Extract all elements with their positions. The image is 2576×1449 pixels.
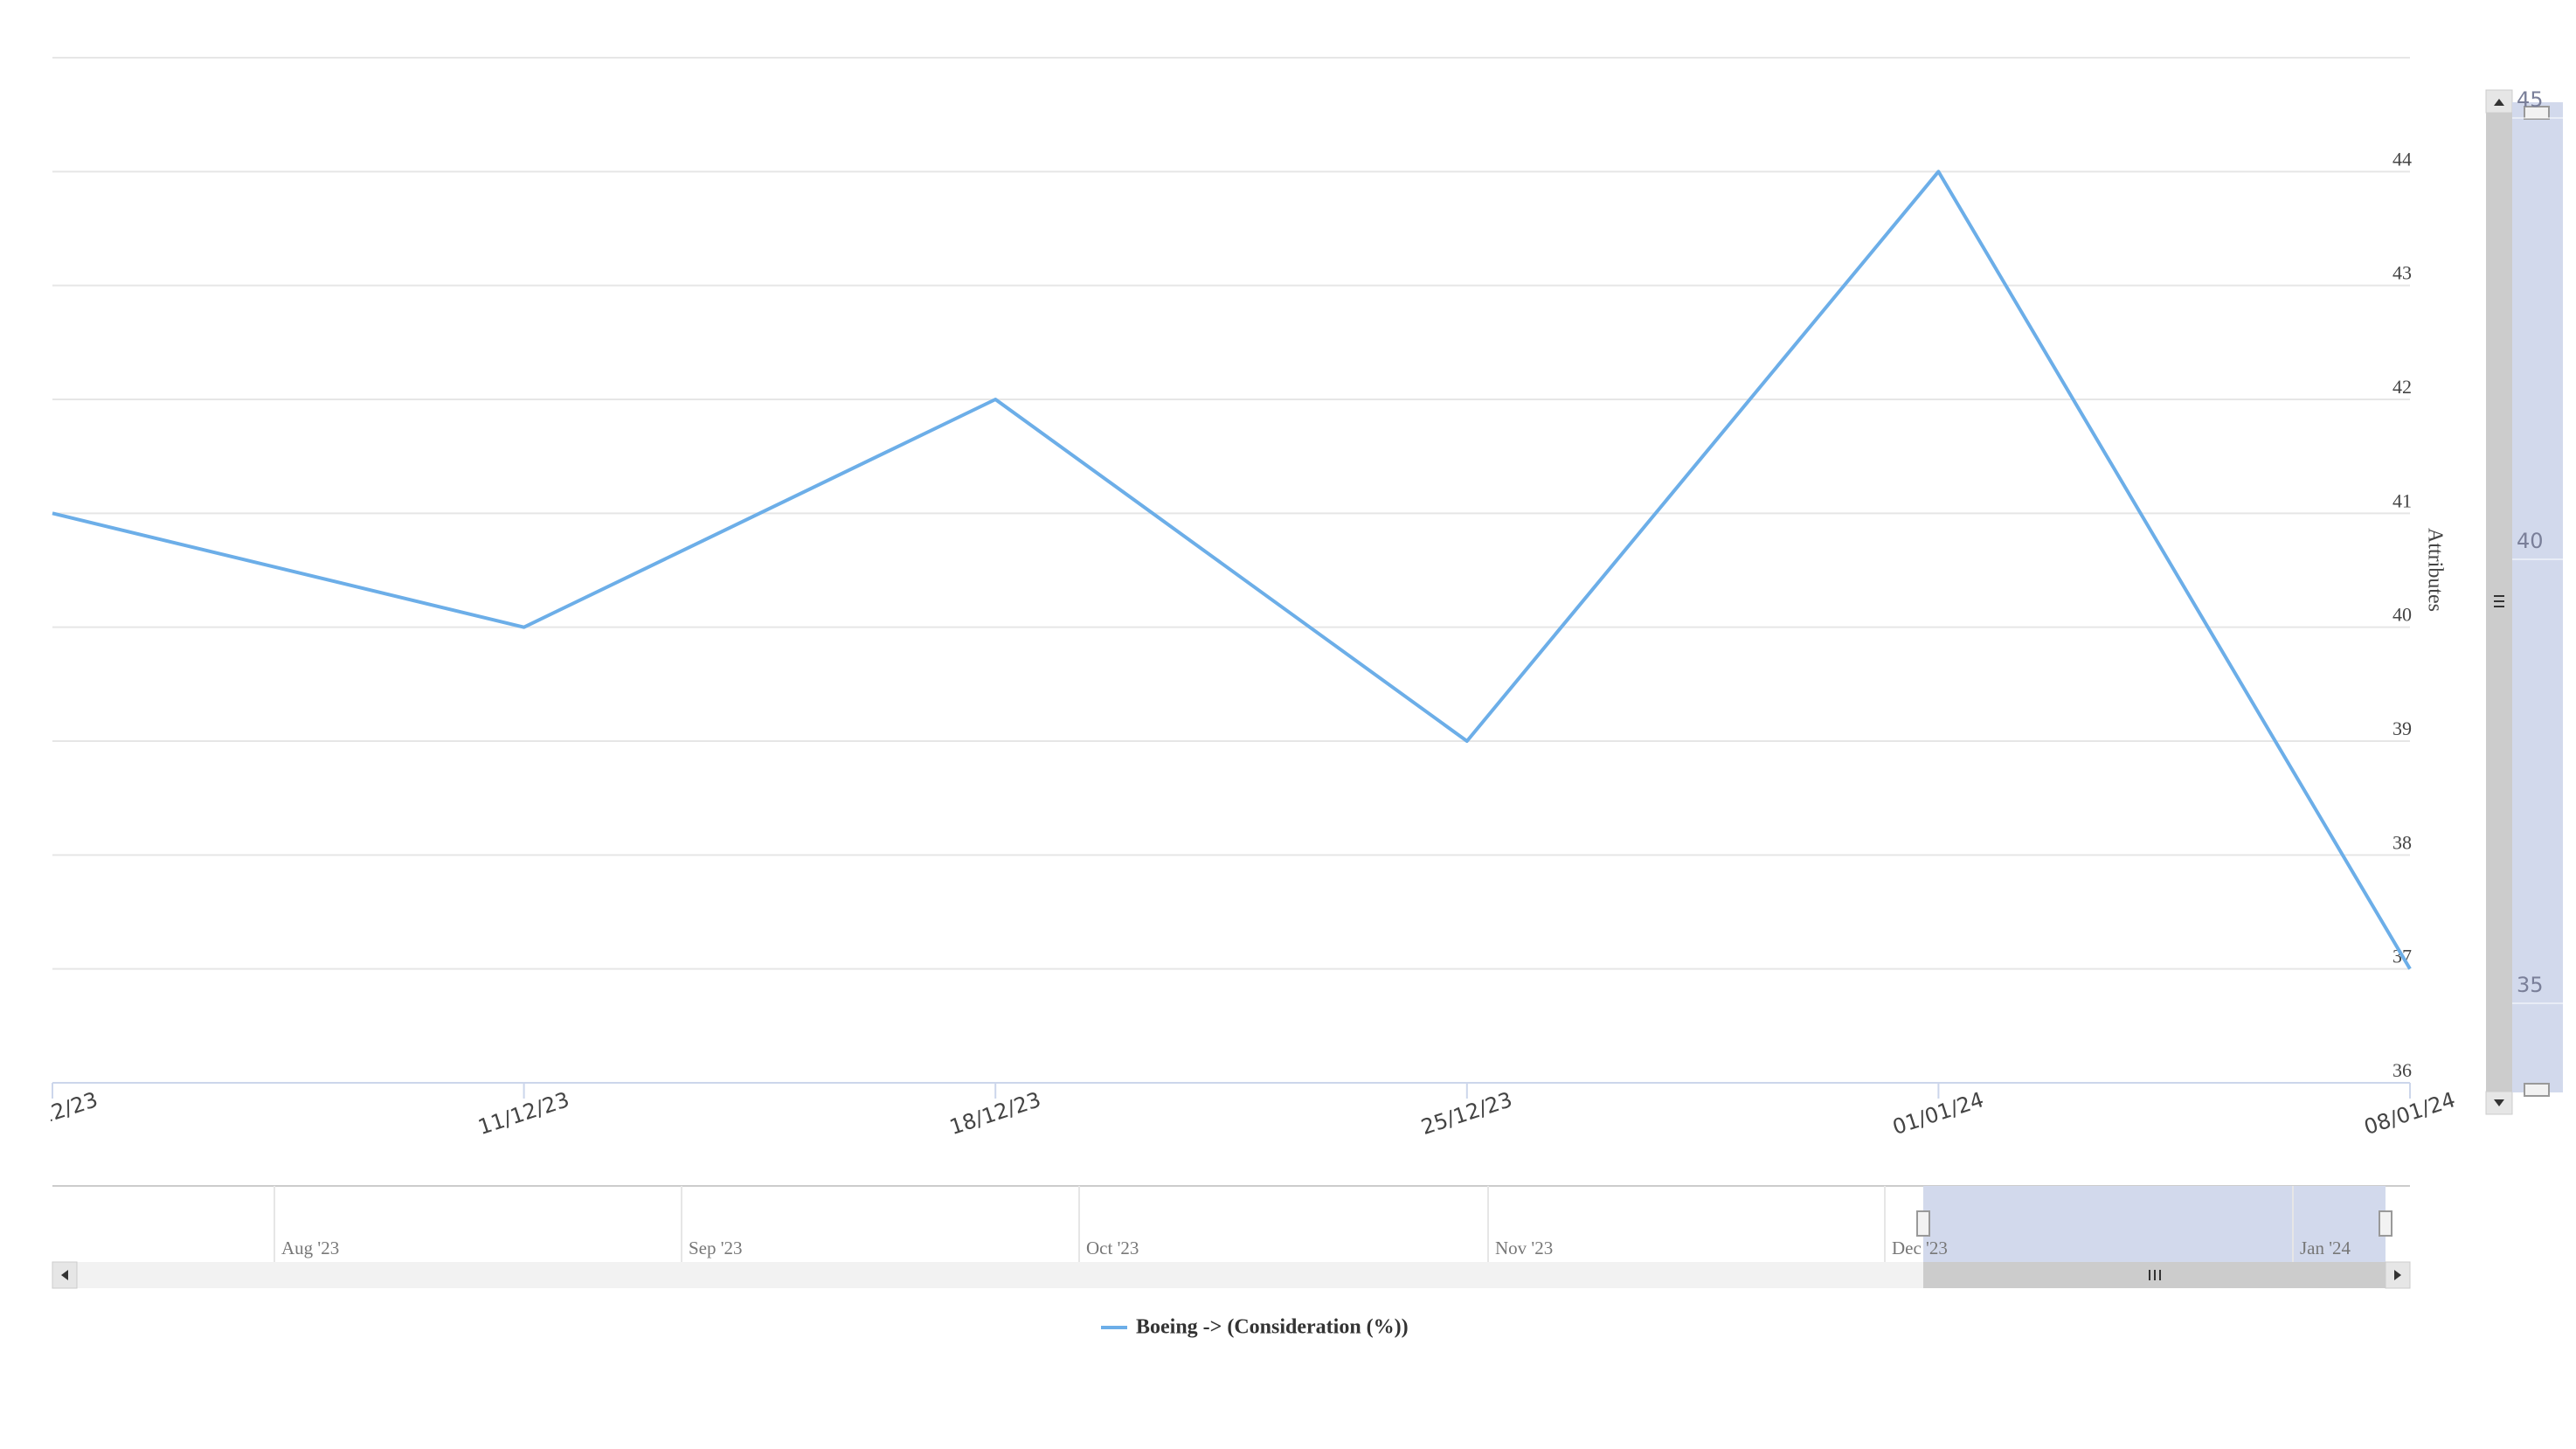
y-tick-label: 40 xyxy=(2392,604,2412,626)
y-tick-label: 43 xyxy=(2392,262,2412,284)
navigator-label: Dec '23 xyxy=(1892,1238,1948,1258)
navigator-selection[interactable] xyxy=(1923,1186,2386,1262)
y-navigator-selection[interactable] xyxy=(2512,102,2563,1092)
y-tick-label: 36 xyxy=(2392,1059,2412,1081)
navigator-label: Oct '23 xyxy=(1086,1238,1139,1258)
y-tick-label: 44 xyxy=(2392,148,2412,170)
arrow-icon xyxy=(61,1270,68,1280)
y-navigator-handle[interactable] xyxy=(2524,106,2550,120)
grip-icon xyxy=(2494,595,2504,607)
y-navigator-label: 40 xyxy=(2517,529,2544,553)
data-line xyxy=(52,170,2412,970)
y-navigator-handle[interactable] xyxy=(2524,1083,2550,1097)
legend-label[interactable]: Boeing -> (Consideration (%)) xyxy=(1136,1316,1409,1339)
y-tick-label: 42 xyxy=(2392,376,2412,398)
arrow-icon xyxy=(2494,1099,2504,1106)
navigator-handle[interactable] xyxy=(2379,1210,2392,1237)
y-axis-title: Attributes xyxy=(2423,528,2446,612)
arrow-icon xyxy=(2494,99,2504,106)
navigator-label: Sep '23 xyxy=(689,1238,743,1258)
navigator-label: Nov '23 xyxy=(1495,1238,1553,1258)
y-tick-label: 38 xyxy=(2392,831,2412,853)
navigator-handle[interactable] xyxy=(1916,1210,1930,1237)
navigator-label: Jan '24 xyxy=(2300,1238,2351,1258)
grip-icon xyxy=(2149,1270,2161,1280)
y-navigator-label: 45 xyxy=(2517,87,2544,112)
arrow-icon xyxy=(2394,1270,2401,1280)
y-navigator-label: 35 xyxy=(2517,973,2544,997)
y-tick-label: 41 xyxy=(2392,489,2412,511)
navigator-label: Aug '23 xyxy=(281,1238,339,1258)
y-tick-label: 39 xyxy=(2392,718,2412,739)
